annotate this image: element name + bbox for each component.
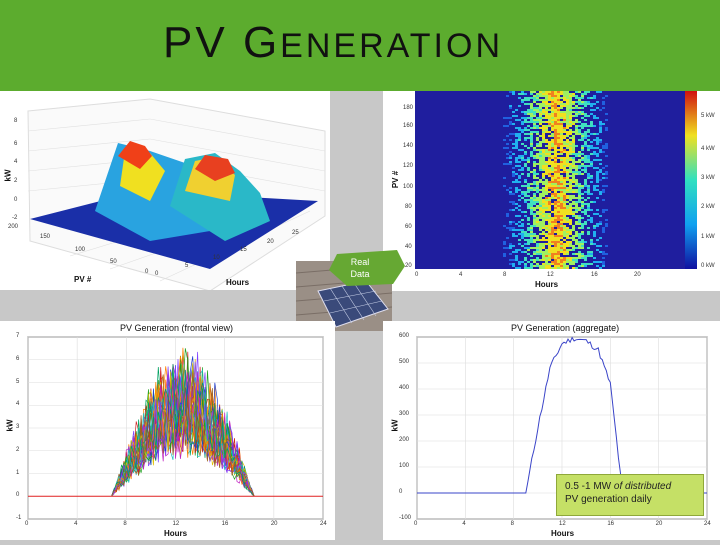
- aggregate-y-tick: 300: [399, 411, 410, 417]
- aggregate-y-label: kW: [390, 419, 400, 432]
- plot-3d-surface: [27, 98, 326, 292]
- hour-tick: 25: [292, 230, 299, 236]
- note-box: 0.5 -1 MW of distributed PV generation d…: [556, 474, 704, 516]
- hour-tick: 5: [185, 263, 189, 269]
- z-tick: 8: [14, 118, 18, 124]
- aggregate-x-tick: 4: [462, 521, 466, 527]
- colorbar-tick: 5 kW: [701, 113, 715, 119]
- heatmap-y-tick: 120: [403, 163, 414, 169]
- frontal-x-label: Hours: [164, 529, 188, 538]
- heatmap-image: [415, 91, 697, 269]
- z-tick: 2: [14, 178, 18, 184]
- aggregate-y-tick: 400: [399, 385, 410, 391]
- z-tick: 0: [14, 197, 18, 203]
- frontal-series-line: [111, 372, 255, 497]
- aggregate-x-tick: 20: [655, 521, 663, 527]
- heatmap-x-label: Hours: [535, 280, 559, 289]
- aggregate-chart-title: PV Generation (aggregate): [511, 323, 620, 333]
- heatmap-y-tick: 140: [403, 143, 414, 149]
- colorbar-icon: [685, 91, 697, 269]
- hours-axis-label: Hours: [226, 278, 250, 287]
- heatmap-y-tick: 100: [403, 184, 414, 190]
- aggregate-x-tick: 24: [704, 521, 711, 527]
- hour-tick: 15: [240, 247, 247, 253]
- frontal-x-tick: 4: [74, 521, 78, 527]
- heatmap-y-label: PV #: [391, 170, 401, 189]
- plot-3d-panel: kW 8 6 4 2 0 -2 200 150 100 50 0 0 5 10 …: [0, 91, 330, 292]
- frontal-x-tick: 12: [172, 521, 180, 527]
- heatmap-y-tick: 60: [405, 224, 412, 230]
- z-tick: -2: [12, 215, 18, 221]
- frontal-series-line: [111, 375, 255, 497]
- hour-tick: 10: [213, 255, 220, 261]
- heatmap-y-tick: 20: [405, 263, 412, 269]
- frontal-x-tick: 20: [270, 521, 278, 527]
- aggregate-x-tick: 16: [607, 521, 615, 527]
- aggregate-y-tick: 600: [399, 333, 410, 339]
- frontal-x-tick: 16: [221, 521, 229, 527]
- heatmap-x-tick: 4: [459, 272, 463, 278]
- heatmap-x-tick: 12: [547, 272, 554, 278]
- heatmap-x-tick: 8: [503, 272, 507, 278]
- heatmap-x-tick: 0: [415, 272, 419, 278]
- heatmap-y-tick: 180: [403, 105, 414, 111]
- z-tick: 6: [14, 141, 18, 147]
- z-tick: 4: [14, 159, 18, 165]
- hour-tick: 0: [155, 271, 159, 277]
- aggregate-y-tick: -100: [399, 515, 412, 521]
- frontal-y-tick: 7: [16, 333, 20, 339]
- frontal-y-tick: 5: [16, 378, 20, 385]
- frontal-x-tick: 8: [123, 521, 127, 527]
- aggregate-y-tick: 100: [399, 463, 410, 469]
- slide-title: PV GENERATION: [163, 18, 504, 67]
- aggregate-y-tick: 500: [399, 359, 410, 365]
- heatmap-y-tick: 80: [405, 204, 412, 210]
- aggregate-y-tick: 0: [399, 489, 403, 495]
- frontal-x-tick: 24: [320, 521, 327, 527]
- frontal-chart-title: PV Generation (frontal view): [120, 323, 234, 333]
- heatmap-x-tick: 20: [634, 272, 641, 278]
- frontal-y-tick: 4: [16, 401, 20, 408]
- frontal-y-tick: -1: [16, 515, 22, 521]
- pv-tick: 200: [8, 224, 19, 230]
- real-data-callout: [329, 250, 405, 286]
- frontal-y-tick: 1: [16, 469, 20, 476]
- frontal-y-tick: 3: [16, 424, 20, 430]
- aggregate-x-label: Hours: [551, 529, 575, 538]
- pv-tick: 50: [110, 259, 117, 265]
- heatmap-x-tick: 16: [591, 272, 598, 278]
- aggregate-x-tick: 12: [559, 521, 566, 527]
- colorbar-tick: 1 kW: [701, 234, 715, 240]
- colorbar-tick: 4 kW: [701, 146, 715, 152]
- colorbar-tick: 2 kW: [701, 204, 715, 210]
- pv-axis-label: PV #: [74, 275, 92, 284]
- aggregate-x-tick: 8: [510, 521, 514, 527]
- heatmap-y-tick: 40: [405, 244, 412, 250]
- heatmap-panel: PV # 180 160 140 120 100 80 60 40 20 0 4…: [383, 91, 720, 291]
- aggregate-y-tick: 200: [399, 437, 410, 443]
- hour-tick: 20: [267, 239, 274, 245]
- heatmap-y-tick: 160: [403, 123, 414, 129]
- frontal-y-tick: 2: [16, 446, 20, 453]
- colorbar-tick: 3 kW: [701, 175, 715, 181]
- frontal-x-tick: 0: [25, 521, 29, 527]
- frontal-chart-panel: PV Generation (frontal view) kW Hours 7 6…: [0, 321, 335, 540]
- real-data-label: Real Data: [350, 257, 370, 279]
- frontal-y-tick: 0: [16, 492, 20, 499]
- title-box: [152, 0, 564, 86]
- pv-tick: 100: [75, 247, 86, 253]
- frontal-y-tick: 6: [16, 355, 20, 362]
- pv-tick: 0: [145, 269, 149, 275]
- frontal-y-label: kW: [5, 419, 15, 432]
- colorbar-tick: 0 kW: [701, 263, 715, 269]
- frontal-chart: [27, 336, 324, 520]
- pv-tick: 150: [40, 234, 51, 240]
- z-axis-label: kW: [3, 169, 13, 182]
- aggregate-x-tick: 0: [414, 521, 418, 527]
